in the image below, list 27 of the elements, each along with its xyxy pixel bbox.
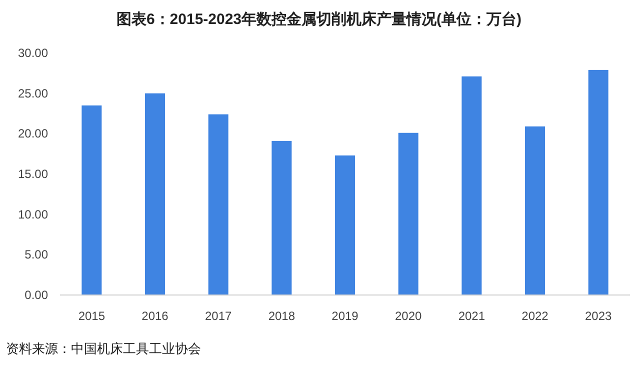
bar	[208, 114, 228, 295]
x-tick-label: 2015	[78, 309, 106, 323]
y-tick-label: 15.00	[18, 167, 48, 181]
x-tick-label: 2016	[142, 309, 169, 323]
x-tick-label: 2018	[268, 309, 296, 323]
bar	[588, 70, 608, 295]
y-tick-label: 0.00	[24, 288, 48, 302]
bar	[398, 132, 418, 295]
y-tick-label: 25.00	[18, 86, 48, 100]
x-tick-label: 2019	[332, 309, 359, 323]
x-tick-label: 2022	[522, 309, 549, 323]
bar	[272, 140, 292, 295]
y-tick-label: 10.00	[18, 207, 48, 222]
x-tick-label: 2023	[584, 309, 612, 323]
x-tick-label: 2021	[458, 309, 486, 323]
text: 资料来源：中国机床工具工业协会	[6, 341, 201, 356]
bar	[462, 76, 482, 295]
chart-title: 图表6：2015-2023年数控金属切削机床产量情况(单位：万台)	[116, 10, 522, 28]
bar	[335, 155, 355, 295]
bar	[525, 126, 545, 295]
y-tick-label: 30.00	[18, 46, 48, 60]
bar	[145, 93, 165, 295]
bar	[82, 105, 102, 295]
y-tick-label: 20.00	[18, 126, 48, 141]
y-tick-label: 5.00	[24, 248, 48, 262]
x-tick-label: 2017	[204, 309, 232, 323]
x-tick-label: 2020	[394, 309, 422, 323]
